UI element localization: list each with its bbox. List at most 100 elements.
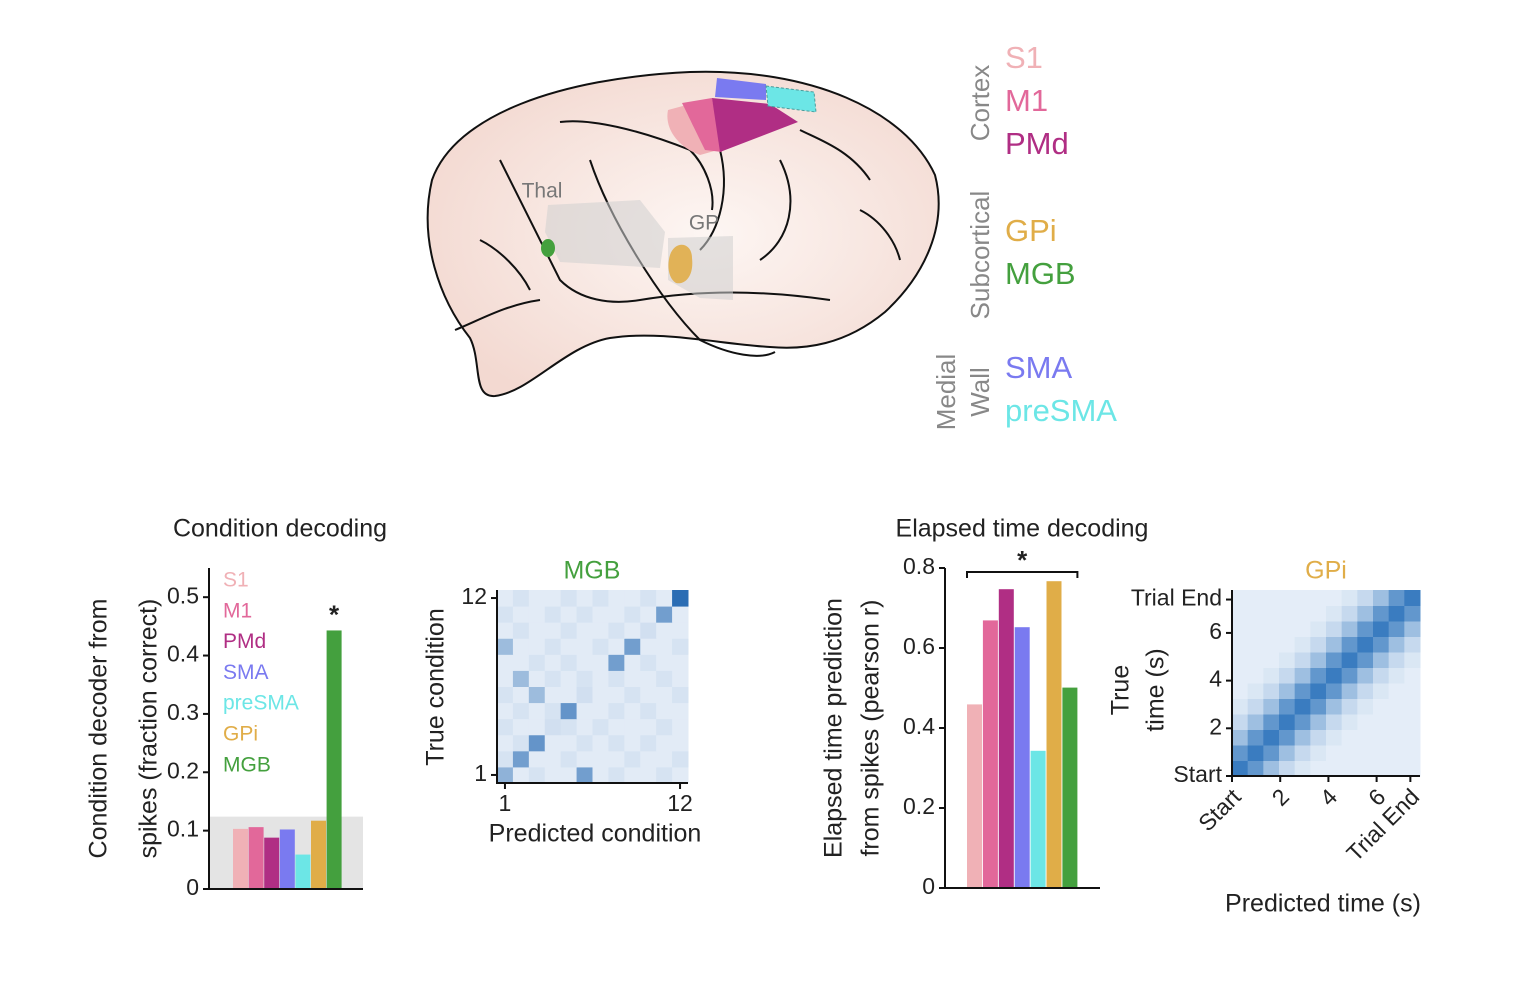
bar [1014,627,1030,888]
heatmap-cell [1326,621,1343,637]
heatmap-cell [544,654,562,671]
y-axis-label: Condition decoder from [85,599,113,859]
heatmap-cell [1404,667,1421,684]
legend-entry: M1 [223,599,252,622]
heatmap-cell [512,590,530,607]
x-tick-label: 2 [1267,783,1294,810]
heatmap-cell [624,638,641,655]
heatmap-cell [1373,636,1390,653]
heatmap-cell [1247,714,1264,730]
heatmap-cell [1404,605,1421,622]
y-tick-label: 0.4 [903,713,935,739]
x-tick-label: Start [1193,783,1246,836]
heatmap-cell [576,638,593,655]
heatmap-cell [624,702,641,720]
y-tick-label: 1 [474,760,487,786]
heatmap-cell [1388,590,1405,606]
heatmap-cell [512,654,530,671]
heatmap-cell [592,654,609,671]
heatmap-cell [544,606,562,623]
heatmap-cell [512,750,530,768]
heatmap-cell [528,750,546,768]
heatmap-cell [672,750,689,768]
y-axis-label: spikes (fraction correct) [135,599,163,859]
heatmap-cell [592,638,609,655]
heatmap-cell [1310,667,1327,684]
heatmap-cell [1294,590,1311,606]
heatmap-cell [592,590,609,607]
heatmap-cell [656,750,673,768]
heatmap-cell [1373,760,1390,777]
heatmap-cell [608,654,625,671]
heatmap-cell [1232,729,1249,746]
heatmap-cell [624,718,641,736]
heatmap-cell [608,702,625,720]
heatmap-cell [656,718,673,736]
gp-label: GP [689,212,719,235]
heatmap-cell [640,638,657,655]
heatmap-cell [1357,590,1374,606]
heatmap-cell [528,702,546,720]
heatmap-cell [1232,683,1249,699]
heatmap-cell [672,686,689,704]
heatmap-cell [528,638,546,655]
heatmap-cell [640,718,657,736]
region-label: preSMA [1005,393,1117,428]
heatmap-cell [1232,621,1249,637]
region-label: M1 [1005,83,1048,118]
thal-label: Thal [522,180,563,203]
thal-region [545,200,665,268]
heatmap-cell [576,766,593,784]
heatmap-cell [672,766,689,784]
heatmap-cell [608,638,625,655]
heatmap-cell [560,686,578,704]
heatmap-cell [512,686,530,704]
bar [967,704,982,888]
heatmap-cell [1263,745,1280,761]
heatmap-cell [608,766,625,784]
heatmap-cell [1404,760,1421,777]
heatmap-cell [560,734,578,752]
heatmap-cell [1294,729,1311,746]
y-tick-label: 0.2 [903,793,935,819]
heatmap-cell [1357,621,1374,637]
heatmap-cell [640,734,657,752]
heatmap-cell [1279,621,1296,637]
heatmap-cell [497,718,514,736]
heatmap-cell [672,734,689,752]
heatmap-cell [1341,729,1358,746]
heatmap-cell [1357,729,1374,746]
heatmap-cell [1357,683,1374,699]
legend-entry: S1 [223,569,249,592]
heatmap-cell [1388,698,1405,715]
heatmap-cell [1263,760,1280,777]
heatmap-cell [1294,636,1311,653]
y-tick-label: 0.5 [167,582,199,608]
heatmap-cell [672,670,689,687]
heatmap-cell [1357,714,1374,730]
heatmap-cell [640,670,657,687]
heatmap-cell [1341,605,1358,622]
heatmap-cell [1294,621,1311,637]
legend-entry: preSMA [223,692,299,715]
heatmap-cell [528,606,546,623]
heatmap-cell [1388,636,1405,653]
heatmap-cell [544,766,562,784]
bar [248,827,264,889]
bar [295,854,311,889]
heatmap-cell [1247,760,1264,777]
legend-entry: GPi [223,723,258,746]
heatmap-cell [560,670,578,687]
heatmap-cell [656,622,673,639]
heatmap-cell [1310,636,1327,653]
heatmap-cell [1279,636,1296,653]
x-tick-label: 12 [667,790,693,816]
heatmap-cell [608,590,625,607]
heatmap-cell [656,654,673,671]
heatmap-cell [672,638,689,655]
heatmap-cell [1357,636,1374,653]
heatmap-cell [1388,605,1405,622]
x-tick-label: 4 [1315,783,1343,811]
group-label: Cortex [965,65,995,142]
heatmap-cell [576,606,593,623]
